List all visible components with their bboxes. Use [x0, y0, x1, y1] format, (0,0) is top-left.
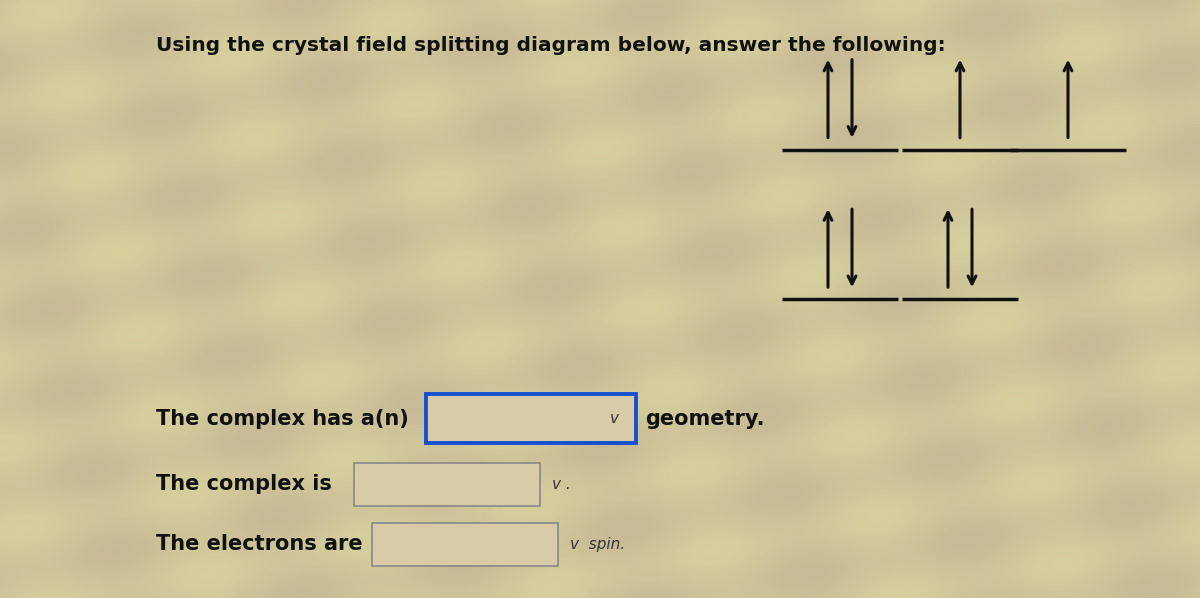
Text: The complex is: The complex is [156, 474, 332, 495]
Text: The electrons are: The electrons are [156, 534, 362, 554]
Text: v: v [610, 411, 619, 426]
Text: v .: v . [552, 477, 571, 492]
Text: Using the crystal field splitting diagram below, answer the following:: Using the crystal field splitting diagra… [156, 36, 946, 55]
FancyBboxPatch shape [426, 394, 636, 443]
Text: The complex has a(n): The complex has a(n) [156, 408, 409, 429]
Text: v  spin.: v spin. [570, 536, 625, 552]
Text: geometry.: geometry. [646, 408, 766, 429]
FancyBboxPatch shape [354, 463, 540, 506]
FancyBboxPatch shape [372, 523, 558, 566]
